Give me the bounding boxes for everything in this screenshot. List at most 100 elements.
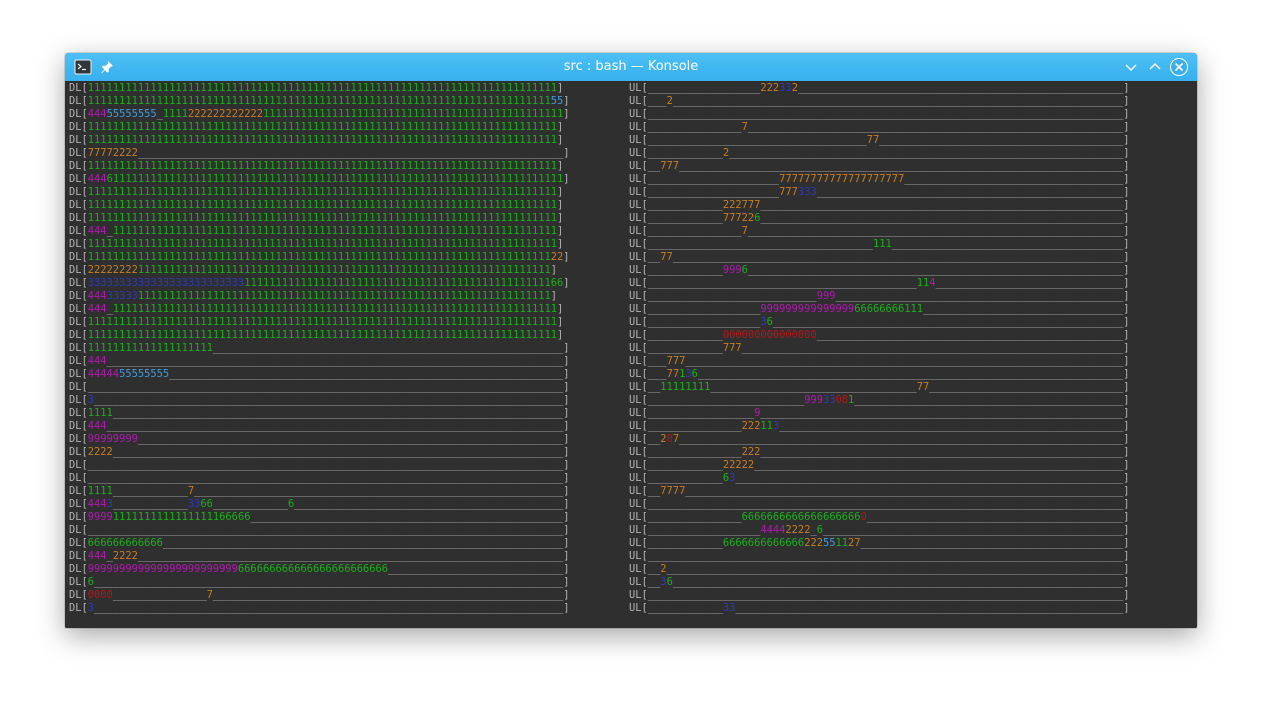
right-line-prefix: UL[ — [629, 186, 648, 198]
output-run: 3333333333333333333333333 — [87, 277, 245, 289]
left-line-prefix: DL[ — [69, 511, 88, 523]
output-run: 11 — [916, 277, 930, 289]
left-terminal-line: DL[4443333311111111111111111111111111111… — [69, 290, 570, 303]
left-terminal-line: DL[0000_______________7_________________… — [69, 589, 570, 602]
output-run: _ — [106, 225, 113, 237]
output-run: ________________________________________… — [94, 602, 564, 614]
output-run: 55555555 — [106, 108, 157, 120]
left-terminal-line: DL[1111111111111111111111111111111111111… — [69, 160, 570, 173]
left-line-prefix: DL[ — [69, 368, 88, 380]
left-line-suffix: ] — [563, 589, 570, 601]
output-run: 66 — [550, 277, 564, 289]
output-run: ________________________________________… — [760, 212, 1124, 224]
output-run: 6666666666666 — [722, 537, 805, 549]
right-pane-output: UL[__________________222332_____________… — [629, 82, 1130, 615]
left-line-suffix: ] — [563, 95, 570, 107]
output-run: _____________________ — [647, 186, 780, 198]
output-run: 777 — [741, 199, 761, 211]
right-line-suffix: ] — [1123, 472, 1130, 484]
output-run: _________________________ — [647, 394, 805, 406]
output-run: 2 — [848, 537, 855, 549]
output-run: 1111111111111111111111111111111111111111… — [137, 290, 551, 302]
right-line-prefix: UL[ — [629, 251, 648, 263]
output-run: ________________________________________… — [94, 576, 564, 588]
output-run: ________________________________________… — [835, 290, 1124, 302]
output-run: __________________ — [647, 82, 761, 94]
output-run: _______________________________________ — [879, 134, 1124, 146]
right-line-prefix: UL[ — [629, 394, 648, 406]
output-run: ___________________________________ — [904, 173, 1124, 185]
left-line-suffix: ] — [563, 342, 570, 354]
maximize-button[interactable] — [1146, 58, 1164, 76]
left-line-suffix: ] — [563, 108, 570, 120]
right-terminal-line: UL[____________63_______________________… — [629, 472, 1130, 485]
output-run: _ — [106, 303, 113, 315]
output-run: ________________________________________… — [816, 186, 1124, 198]
title-bar[interactable]: src : bash — Konsole — [65, 53, 1197, 81]
output-run: ____________ — [647, 329, 723, 341]
output-run: __ — [647, 381, 661, 393]
left-line-suffix: ] — [563, 485, 570, 497]
left-terminal-line: DL[1111111111111111111111111111111111111… — [69, 82, 570, 95]
right-terminal-line: UL[____________222777___________________… — [629, 199, 1130, 212]
output-run: ________________________________________… — [729, 147, 1124, 159]
left-terminal-line: DL[2222_________________________________… — [69, 446, 570, 459]
output-run: 777 — [722, 342, 742, 354]
output-run: ________________________________________… — [87, 381, 564, 393]
terminal-icon[interactable] — [74, 58, 92, 76]
right-line-prefix: UL[ — [629, 342, 648, 354]
right-line-suffix: ] — [1123, 537, 1130, 549]
right-line-prefix: UL[ — [629, 446, 648, 458]
left-line-prefix: DL[ — [69, 121, 88, 133]
right-line-prefix: UL[ — [629, 329, 648, 341]
right-line-prefix: UL[ — [629, 134, 648, 146]
left-line-prefix: DL[ — [69, 550, 88, 562]
output-run: 11111111111111111 — [112, 511, 220, 523]
output-run: 2222 — [112, 550, 138, 562]
left-line-prefix: DL[ — [69, 290, 88, 302]
left-line-prefix: DL[ — [69, 329, 88, 341]
left-terminal-line: DL[1111111111111111111111111111111111111… — [69, 95, 570, 108]
output-run: 444 — [87, 303, 107, 315]
output-run: ________________________________________… — [685, 485, 1124, 497]
output-run: ________________________________________… — [250, 511, 564, 523]
right-terminal-line: UL[__________________36_________________… — [629, 316, 1130, 329]
left-line-suffix: ] — [563, 563, 570, 575]
minimize-button[interactable] — [1122, 58, 1140, 76]
output-run: 66 — [200, 498, 213, 510]
left-line-prefix: DL[ — [69, 238, 88, 250]
left-terminal-line: DL[1111111111111111111111111111111111111… — [69, 199, 570, 212]
output-run: 3 — [760, 316, 767, 328]
output-run: ________________________________________… — [112, 407, 564, 419]
left-line-prefix: DL[ — [69, 277, 88, 289]
left-line-suffix: ] — [556, 212, 564, 224]
close-button[interactable] — [1169, 57, 1189, 77]
output-run: 666666666666666666666666 — [237, 563, 389, 575]
terminal-view[interactable]: DL[1111111111111111111111111111111111111… — [65, 81, 1197, 628]
left-terminal-line: DL[3333333333333333333333333111111111111… — [69, 277, 570, 290]
output-run: 7 — [672, 433, 680, 445]
output-run: ________________________________________… — [672, 251, 1124, 263]
output-run: ________________________________________… — [666, 563, 1124, 575]
output-run: ____________ — [647, 199, 723, 211]
output-run: 444 — [87, 290, 107, 302]
output-run: ____________________________ — [388, 563, 564, 575]
output-run: 6 — [666, 576, 673, 588]
output-run: 222 — [741, 420, 761, 432]
window-title: src : bash — Konsole — [563, 59, 699, 74]
right-line-suffix: ] — [1123, 524, 1130, 536]
output-run: 1111111111111111111111111111111111111111… — [87, 212, 557, 224]
output-run: ________________________________________… — [647, 498, 1124, 510]
right-line-suffix: ] — [1123, 173, 1130, 185]
output-run: 1111111111111111111111111111111111111111… — [87, 121, 557, 133]
output-run: ________________________________________… — [647, 108, 1124, 120]
right-terminal-line: UL[____________22222____________________… — [629, 459, 1130, 472]
output-run: 111 — [904, 303, 924, 315]
output-run: 8 — [841, 394, 849, 406]
right-line-prefix: UL[ — [629, 95, 648, 107]
output-run: 3 — [660, 576, 667, 588]
right-line-prefix: UL[ — [629, 537, 648, 549]
pin-icon[interactable] — [98, 58, 116, 76]
right-line-prefix: UL[ — [629, 173, 648, 185]
right-line-suffix: ] — [1123, 238, 1130, 250]
